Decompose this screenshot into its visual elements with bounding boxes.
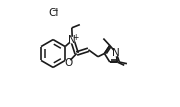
Text: Cl: Cl [48,8,59,18]
Text: N: N [68,35,76,45]
Circle shape [65,60,71,65]
Text: O: O [64,58,72,68]
Circle shape [70,37,75,43]
Circle shape [114,50,119,56]
Text: −: − [51,6,57,15]
Text: N: N [112,48,120,58]
Text: +: + [72,33,78,42]
